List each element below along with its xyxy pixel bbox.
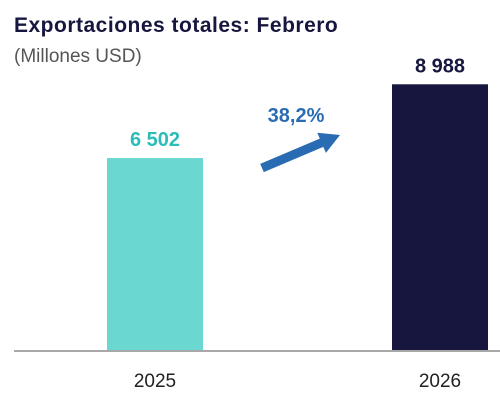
x-tick-label-2026: 2026 [419, 371, 461, 392]
value-label-2025: 6 502 [130, 129, 180, 151]
growth-arrow-icon [260, 132, 340, 173]
bar-2026 [392, 84, 488, 352]
chart-subtitle: (Millones USD) [14, 46, 142, 67]
growth-label: 38,2% [268, 105, 325, 127]
bar-2025 [107, 158, 203, 351]
value-label-2026: 8 988 [415, 55, 465, 77]
chart-title: Exportaciones totales: Febrero [14, 14, 339, 37]
x-tick-label-2025: 2025 [134, 371, 176, 392]
